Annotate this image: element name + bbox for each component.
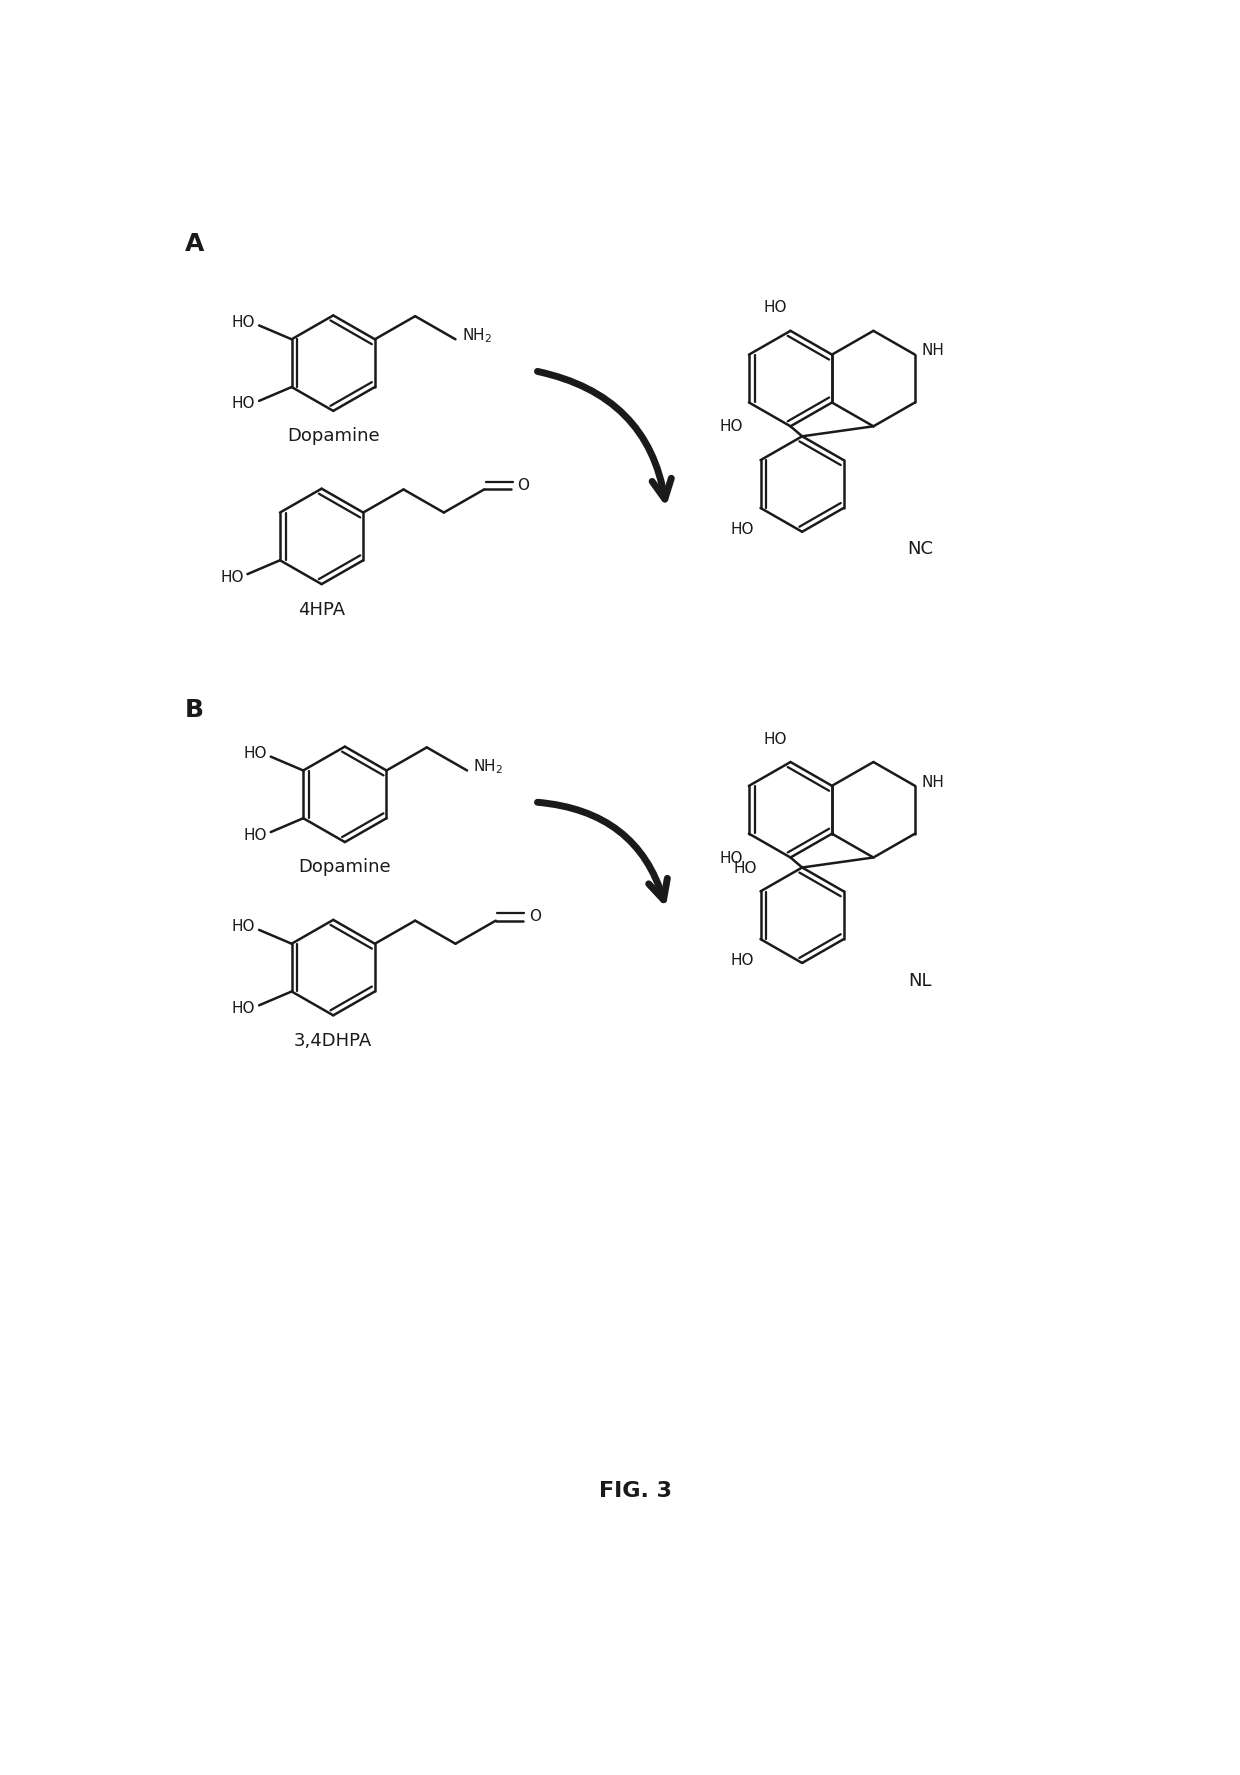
Text: Dopamine: Dopamine: [299, 859, 391, 877]
Text: HO: HO: [243, 827, 267, 843]
Text: NC: NC: [906, 541, 932, 559]
Text: Dopamine: Dopamine: [286, 428, 379, 446]
Text: NH$_2$: NH$_2$: [461, 327, 492, 344]
Text: 4HPA: 4HPA: [298, 600, 345, 618]
Text: NH$_2$: NH$_2$: [474, 758, 503, 776]
Text: HO: HO: [243, 746, 267, 761]
Text: FIG. 3: FIG. 3: [599, 1480, 672, 1502]
Text: HO: HO: [730, 953, 754, 967]
Text: HO: HO: [232, 396, 255, 412]
Text: HO: HO: [763, 300, 786, 316]
Text: HO: HO: [730, 522, 754, 536]
Text: HO: HO: [219, 570, 243, 584]
Text: O: O: [517, 477, 529, 493]
Text: NH: NH: [921, 343, 944, 359]
Text: HO: HO: [232, 314, 255, 330]
Text: O: O: [529, 909, 541, 925]
Text: HO: HO: [232, 1001, 255, 1015]
Text: HO: HO: [719, 419, 743, 435]
Text: A: A: [185, 233, 203, 256]
Text: HO: HO: [719, 850, 743, 866]
Text: HO: HO: [733, 861, 756, 877]
Text: B: B: [185, 698, 203, 722]
Text: NH: NH: [921, 774, 944, 790]
Text: HO: HO: [232, 919, 255, 934]
Text: HO: HO: [763, 731, 786, 747]
Text: 3,4DHPA: 3,4DHPA: [294, 1031, 372, 1049]
Text: NL: NL: [908, 971, 931, 990]
